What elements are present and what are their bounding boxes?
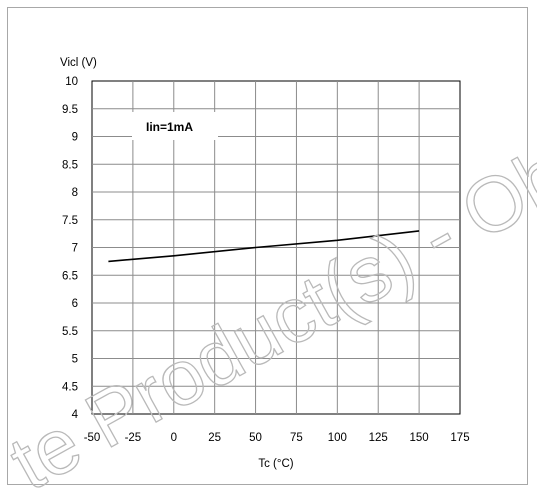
y-tick-label: 7 — [72, 243, 78, 255]
y-tick-label: 6.5 — [62, 270, 78, 282]
series-line — [108, 230, 420, 263]
y-tick-label: 9 — [72, 132, 78, 144]
annotation-box — [132, 112, 218, 140]
x-tick-label: 50 — [249, 432, 262, 444]
y-tick-labels: 4 4.5 5 5.5 6 6.5 7 7.5 8 8.5 9 9.5 10 — [62, 76, 79, 421]
x-tick-label: -25 — [125, 432, 142, 444]
y-tick-label: 7.5 — [62, 215, 78, 227]
y-tick-label: 4 — [72, 409, 79, 421]
y-tick-label: 6 — [72, 298, 78, 310]
annotation-label: Iin=1mA — [146, 120, 193, 134]
x-tick-label: 0 — [171, 432, 177, 444]
y-tick-label: 4.5 — [62, 381, 78, 393]
series-group — [108, 230, 420, 263]
grid — [92, 81, 460, 414]
x-axis-label: Tc (°C) — [258, 458, 293, 470]
x-tick-label: 75 — [290, 432, 303, 444]
x-tick-labels: -50 -25 0 25 50 75 100 125 150 175 — [84, 432, 470, 444]
x-tick-label: -50 — [84, 432, 101, 444]
y-tick-label: 5.5 — [62, 326, 78, 338]
chart-frame — [7, 7, 528, 485]
y-tick-label: 8.5 — [62, 159, 78, 171]
y-tick-label: 8 — [72, 187, 78, 199]
x-tick-label: 25 — [208, 432, 221, 444]
y-tick-label: 9.5 — [62, 104, 78, 116]
y-axis-label: Vicl (V) — [60, 57, 97, 69]
x-tick-label: 175 — [450, 432, 469, 444]
x-tick-label: 150 — [410, 432, 429, 444]
y-tick-label: 10 — [65, 76, 78, 88]
y-tick-label: 5 — [72, 354, 78, 366]
x-tick-label: 100 — [328, 432, 347, 444]
x-tick-label: 125 — [369, 432, 388, 444]
